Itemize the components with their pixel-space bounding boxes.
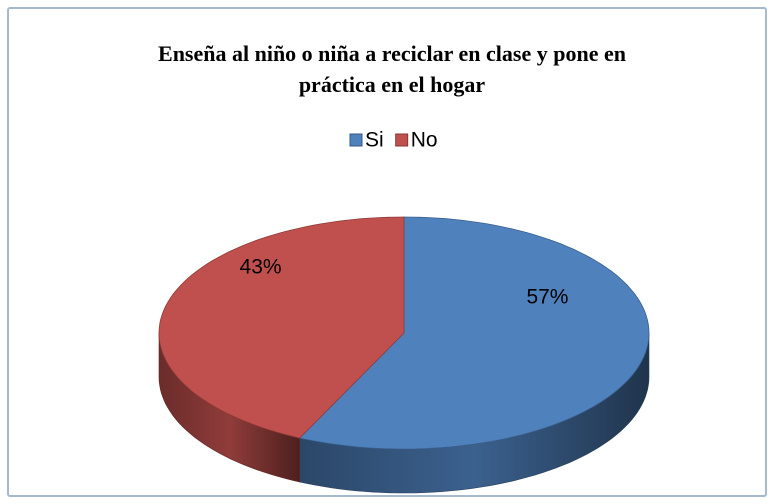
legend-label: No: [411, 129, 438, 152]
slice: [158, 216, 405, 439]
legend-label: Si: [365, 129, 384, 152]
data-label: 43%: [240, 255, 282, 278]
legend-swatch: [395, 133, 409, 147]
legend-swatch: [349, 133, 363, 147]
chart-title: Enseña al niño o niña a reciclar en clas…: [158, 41, 626, 97]
data-label: 57%: [526, 286, 568, 309]
slice: [298, 216, 650, 450]
chart-border: [7, 7, 767, 497]
